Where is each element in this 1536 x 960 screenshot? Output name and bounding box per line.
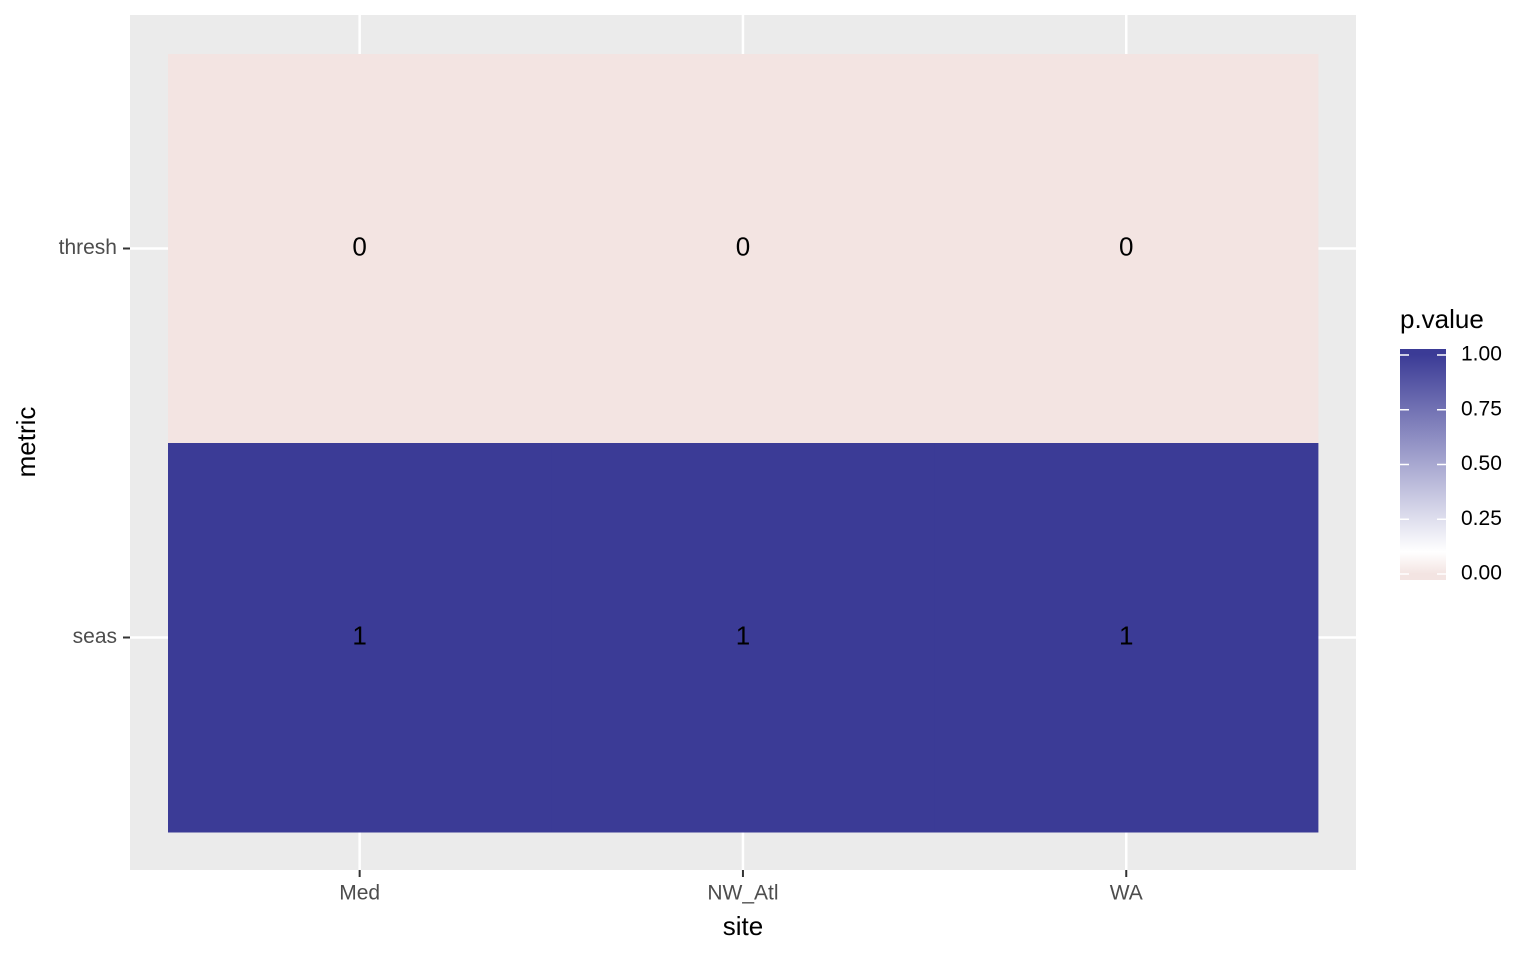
legend-tick-label: 1.00 bbox=[1461, 343, 1502, 366]
x-tick-label: WA bbox=[1110, 882, 1143, 905]
cell bbox=[934, 443, 1319, 833]
cell-label: 0 bbox=[352, 231, 366, 261]
legend-tick-label: 0.75 bbox=[1461, 397, 1502, 420]
cell-label: 1 bbox=[1119, 620, 1133, 650]
y-axis-title: metric bbox=[11, 407, 41, 478]
cell bbox=[934, 54, 1319, 444]
legend-title: p.value bbox=[1400, 304, 1484, 334]
x-tick-label: Med bbox=[339, 882, 380, 905]
cell bbox=[551, 54, 936, 444]
cell-label: 0 bbox=[1119, 231, 1133, 261]
cell bbox=[168, 54, 552, 444]
cell-label: 1 bbox=[736, 620, 750, 650]
legend: 0.00 0.25 0.50 0.75 1.00 bbox=[1400, 343, 1502, 585]
y-tick-label: thresh bbox=[59, 236, 117, 259]
cell bbox=[168, 443, 552, 833]
x-tick-label: NW_Atl bbox=[707, 882, 778, 905]
y-tick-label: seas bbox=[73, 625, 117, 648]
cell bbox=[551, 443, 936, 833]
legend-tick-label: 0.50 bbox=[1461, 452, 1502, 475]
x-axis-title: site bbox=[723, 911, 763, 941]
cell-label: 0 bbox=[736, 231, 750, 261]
cells: 0 0 0 1 1 1 bbox=[168, 54, 1319, 833]
cell-label: 1 bbox=[352, 620, 366, 650]
legend-tick-label: 0.00 bbox=[1461, 562, 1502, 585]
legend-tick-label: 0.25 bbox=[1461, 507, 1502, 530]
